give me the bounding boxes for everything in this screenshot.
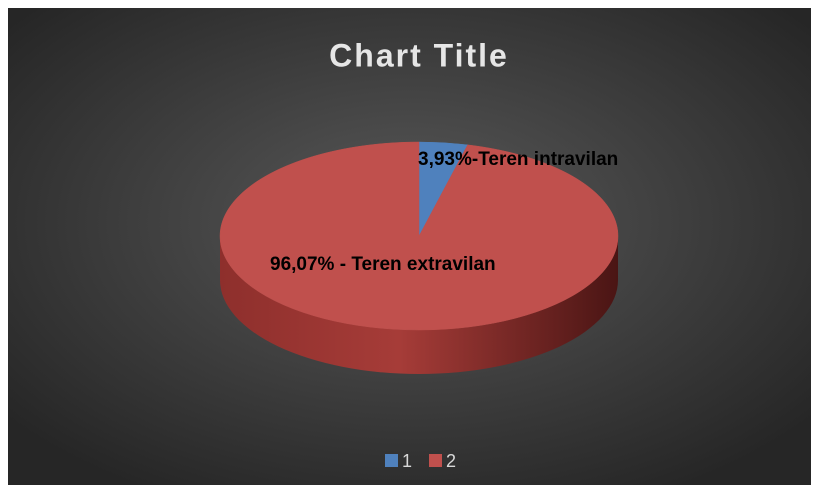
slice-side: [220, 236, 618, 374]
legend-swatch: [429, 454, 442, 467]
legend-label: 2: [446, 451, 456, 471]
legend-label: 1: [402, 451, 412, 471]
chart-title: Chart Title: [329, 37, 509, 73]
data-label: 3,93%-Teren intravilan: [418, 149, 618, 170]
data-label: 96,07% - Teren extravilan: [270, 254, 496, 275]
legend-swatch: [385, 454, 398, 467]
pie-slice: [219, 141, 619, 331]
